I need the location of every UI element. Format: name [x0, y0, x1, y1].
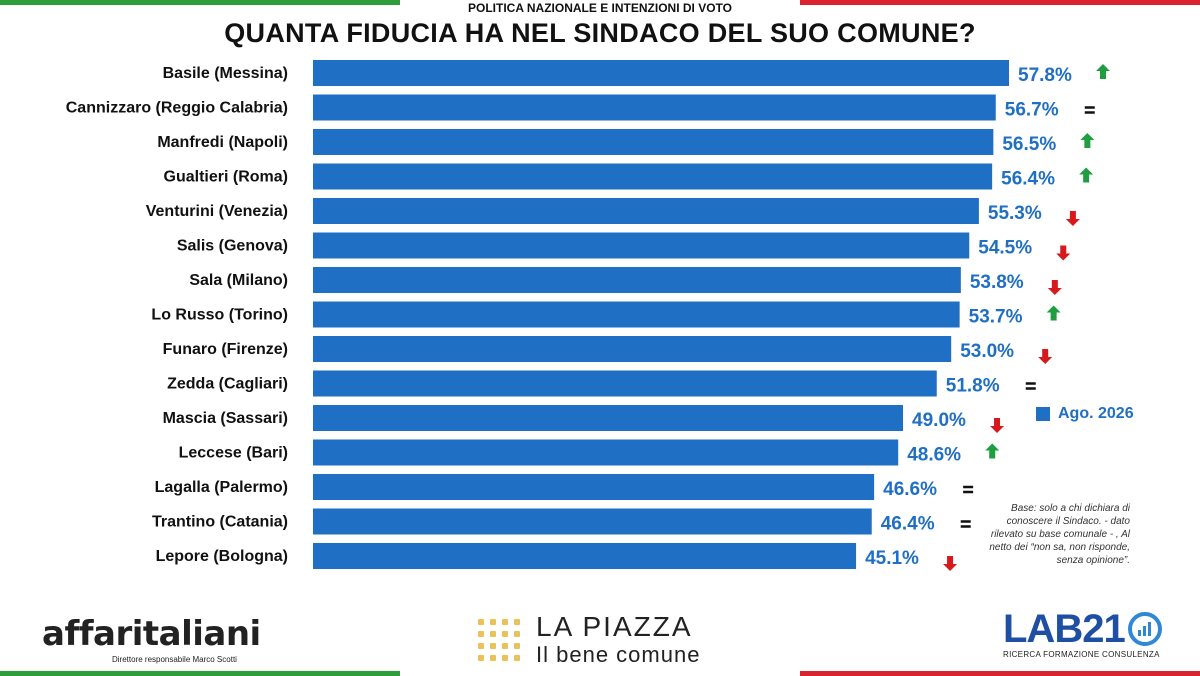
la-piazza-logo: LA PIAZZA Il bene comune [478, 612, 700, 668]
trend-down-icon [1056, 245, 1071, 261]
value-label: 46.6% [883, 479, 937, 500]
legend: Ago. 2026 [1036, 405, 1134, 423]
bar [313, 370, 937, 397]
trend-down-icon [943, 556, 958, 571]
bar [313, 198, 979, 224]
bar-chart-icon [1127, 612, 1162, 646]
category-label: Sala (Milano) [189, 272, 288, 289]
category-label: Lo Russo (Torino) [151, 307, 288, 324]
kicker: POLITICA NAZIONALE E INTENZIONI DI VOTO [467, 1, 732, 15]
bar [313, 163, 993, 190]
trend-up-icon [1046, 305, 1061, 321]
trend-down-icon [990, 418, 1005, 433]
flag-stripe-bottom [0, 671, 1200, 676]
category-label: Mascia (Sassari) [163, 410, 288, 427]
value-label: 49.0% [912, 410, 966, 431]
category-label: Salis (Genova) [177, 238, 288, 255]
dots-icon [478, 619, 520, 661]
la-piazza-subtitle: Il bene comune [536, 642, 701, 667]
bar [313, 543, 857, 569]
value-label: 55.3% [988, 203, 1042, 224]
legend-swatch [1036, 407, 1050, 421]
lab21-subtitle: RICERCA FORMAZIONE CONSULENZA [1003, 650, 1160, 659]
category-label: Zedda (Cagliari) [167, 376, 288, 393]
bar [313, 439, 899, 466]
value-label: 56.7% [1005, 100, 1059, 121]
category-label: Leccese (Bari) [179, 445, 288, 462]
trend-equal-icon [963, 485, 974, 494]
trend-up-icon [1080, 133, 1095, 148]
value-label: 53.7% [969, 307, 1023, 328]
category-label: Venturini (Venezia) [146, 203, 288, 220]
trend-up-icon [1096, 64, 1110, 79]
value-label: 48.6% [907, 445, 961, 466]
value-label: 45.1% [865, 548, 919, 569]
trend-up-icon [985, 443, 1000, 459]
bar [313, 508, 872, 535]
trend-up-icon [1079, 167, 1094, 183]
category-label: Lepore (Bologna) [156, 548, 288, 565]
lab21-text: LAB21 [1003, 607, 1126, 651]
legend-label: Ago. 2026 [1058, 405, 1134, 422]
value-label: 53.8% [970, 272, 1024, 293]
value-label: 56.5% [1002, 134, 1056, 155]
flag-stripe-top [0, 0, 1200, 5]
bar [313, 474, 875, 500]
bar [313, 267, 961, 293]
trend-equal-icon [1084, 106, 1095, 114]
trend-equal-icon [960, 520, 971, 528]
bar [313, 232, 970, 259]
category-label: Funaro (Firenze) [163, 341, 288, 358]
value-label: 51.8% [946, 376, 1000, 397]
trend-equal-icon [1025, 382, 1036, 390]
category-label: Lagalla (Palermo) [155, 479, 288, 496]
bar [313, 405, 904, 431]
trend-down-icon [1065, 211, 1080, 226]
methodology-note: Base: solo a chi dichiara di conoscere i… [989, 503, 1130, 566]
value-label: 57.8% [1018, 65, 1072, 86]
chart-title: QUANTA FIDUCIA HA NEL SINDACO DEL SUO CO… [224, 18, 976, 48]
bar [313, 301, 960, 328]
bar [313, 60, 1009, 86]
trend-down-icon [1038, 349, 1053, 364]
category-label: Cannizzaro (Reggio Calabria) [66, 100, 288, 117]
category-label: Manfredi (Napoli) [157, 134, 288, 151]
bar [313, 129, 994, 155]
category-label: Gualtieri (Roma) [164, 169, 288, 186]
affaritaliani-subtitle: Direttore responsabile Marco Scotti [112, 655, 237, 664]
value-label: 54.5% [978, 238, 1032, 259]
value-label: 46.4% [881, 514, 935, 535]
value-label: 53.0% [960, 341, 1014, 362]
affaritaliani-logo: affaritaliani [42, 614, 261, 654]
bar [313, 94, 996, 121]
value-label: 56.4% [1001, 169, 1055, 190]
bar [313, 336, 952, 362]
lab21-logo: LAB21 RICERCA FORMAZIONE CONSULENZA [1003, 608, 1162, 659]
category-label: Basile (Messina) [163, 65, 288, 82]
trend-down-icon [1047, 280, 1062, 295]
la-piazza-title: LA PIAZZA [536, 611, 693, 642]
category-label: Trantino (Catania) [152, 514, 288, 531]
